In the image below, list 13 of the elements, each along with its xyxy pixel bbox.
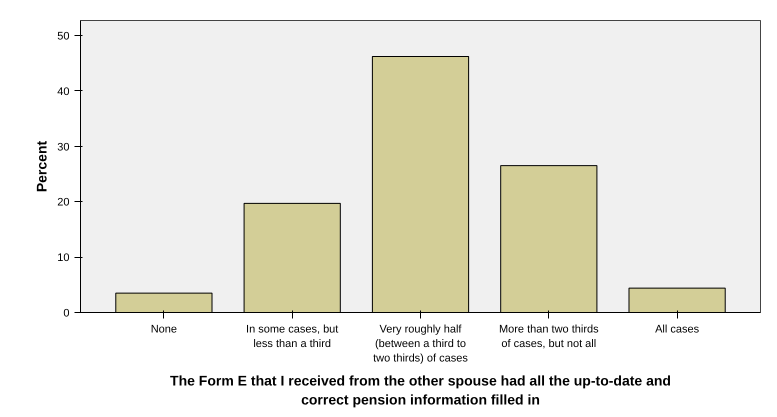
- x-tick-label: None: [150, 324, 178, 336]
- x-tick-label: In some cases, but less than a third: [246, 324, 338, 350]
- y-tick-label: 0: [63, 308, 70, 320]
- x-tick-label: All cases: [655, 324, 700, 336]
- y-axis-title: Percent: [33, 140, 50, 192]
- y-tick-label: 20: [57, 196, 70, 209]
- x-axis-title: The Form E that I received from the other spouse had all the up-to-date and correct pension information filled in: [170, 372, 671, 408]
- y-tick-label: 30: [57, 141, 70, 154]
- y-tick-label: 50: [57, 30, 70, 42]
- x-tick-label: Very roughly half (between a third to two thirds) of cases: [373, 324, 468, 364]
- y-tick-label: 40: [57, 86, 70, 98]
- y-tick-label: 10: [57, 252, 70, 264]
- x-tick-label: More than two thirds of cases, but not all: [498, 324, 600, 350]
